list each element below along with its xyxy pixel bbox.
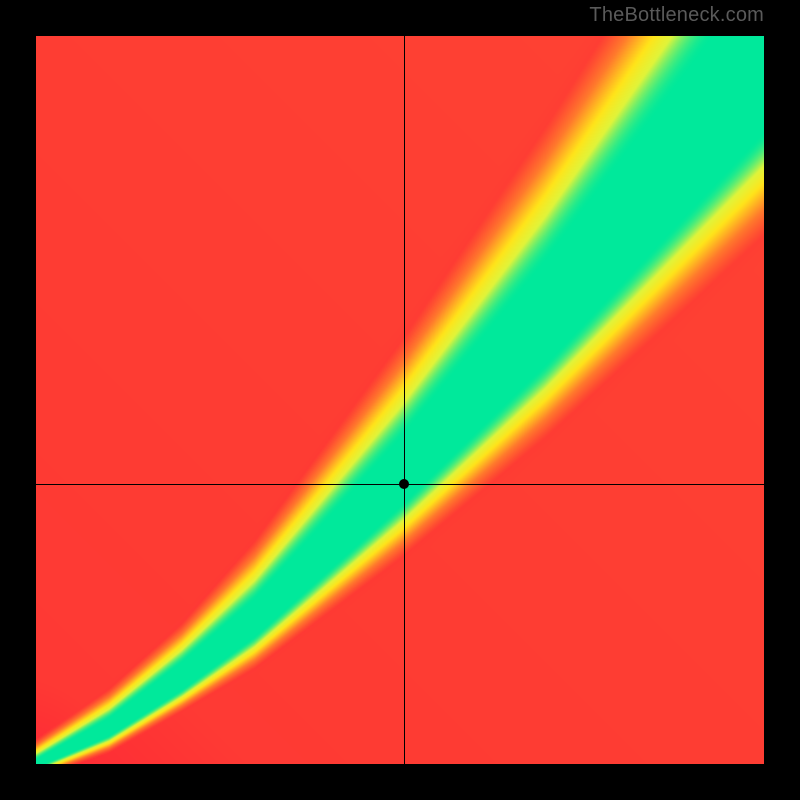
watermark-text: TheBottleneck.com — [589, 4, 764, 27]
heatmap-canvas — [36, 36, 764, 764]
heatmap-plot — [36, 36, 764, 764]
